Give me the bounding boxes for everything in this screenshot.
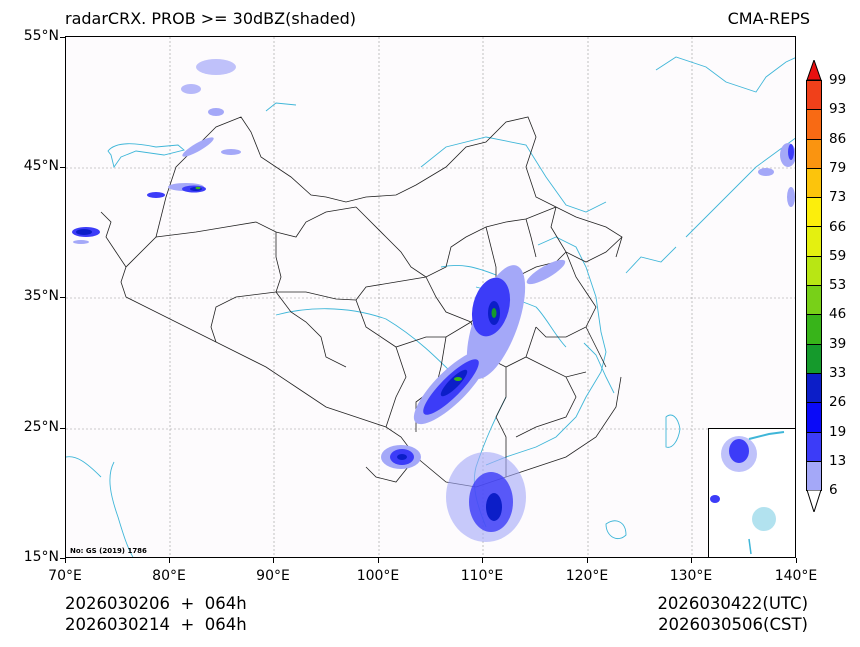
colorbar-segment [806,109,822,139]
colorbar-segment [806,314,822,344]
chart-title: radarCRX. PROB >= 30dBZ(shaded) [65,9,357,28]
y-tick-mark [60,37,65,38]
y-tick-label: 55°N [23,28,59,44]
colorbar-segment [806,372,822,403]
colorbar-tick-label: 46 [829,306,847,323]
x-tick-mark [378,558,379,563]
y-tick-label: 45°N [23,158,59,174]
colorbar-top-arrow [806,60,822,80]
colorbar-segment [806,226,822,256]
x-tick-mark [65,558,66,563]
colorbar-segment [806,460,822,492]
colorbar-tick-label: 86 [829,130,847,147]
map-canvas [66,37,795,557]
y-tick-label: 35°N [23,288,59,304]
model-name: CMA-REPS [727,9,810,28]
y-tick-label: 15°N [23,549,59,565]
x-tick-label: 100°E [356,568,400,584]
colorbar-tick-label: 19 [829,423,847,440]
colorbar-tick-label: 59 [829,247,847,264]
colorbar-segment [806,402,822,432]
init-time-block: 2026030206 + 064h 2026030214 + 064h [65,593,247,635]
colorbar-segment [806,285,822,315]
south-china-sea-inset [708,428,795,557]
map-plot-area: No: GS (2019) 1786 [65,36,796,558]
map-approval-number: No: GS (2019) 1786 [70,547,147,555]
valid-utc: 2026030422(UTC) [657,594,808,613]
x-tick-label: 130°E [669,568,713,584]
x-tick-label: 90°E [256,568,290,584]
colorbar-tick-label: 6 [829,482,838,499]
y-tick-mark [60,428,65,429]
colorbar-segment [806,197,822,227]
colorbar-segment [806,80,822,110]
x-tick-mark [796,558,797,563]
y-tick-mark [60,297,65,298]
colorbar-tick-label: 33 [829,365,847,381]
colorbar-segment [806,138,822,168]
colorbar-tick-label: 66 [829,218,847,235]
colorbar-bottom-arrow [806,490,822,513]
x-tick-mark [273,558,274,563]
x-tick-mark [169,558,170,563]
colorbar-tick-label: 39 [829,335,847,352]
colorbar-segment [806,431,822,461]
colorbar-tick-label: 13 [829,452,847,469]
x-tick-mark [587,558,588,563]
x-tick-label: 140°E [774,568,818,584]
coastlines [66,56,795,557]
valid-time-block: 2026030422(UTC) 2026030506(CST) [657,593,808,635]
y-tick-label: 25°N [23,419,59,435]
y-tick-mark [60,558,65,559]
graticule [66,37,795,557]
colorbar-tick-label: 93 [829,101,847,118]
init-utc: 2026030206 + 064h [65,594,247,613]
colorbar [806,60,822,513]
x-tick-label: 70°E [48,568,82,584]
colorbar-segment [806,255,822,286]
init-cst: 2026030214 + 064h [65,615,247,634]
colorbar-tick-label: 26 [829,394,847,411]
x-tick-label: 80°E [152,568,186,584]
x-tick-mark [691,558,692,563]
colorbar-tick-label: 99 [829,72,847,88]
colorbar-segment [806,343,822,373]
x-tick-label: 120°E [565,568,609,584]
colorbar-tick-label: 79 [829,159,847,176]
admin-borders [100,116,623,488]
colorbar-tick-label: 73 [829,189,847,206]
y-tick-mark [60,167,65,168]
x-tick-label: 110°E [460,568,504,584]
x-tick-mark [482,558,483,563]
colorbar-segment [806,167,822,198]
colorbar-tick-label: 53 [829,277,847,294]
radar-probability-shading [72,59,795,542]
valid-cst: 2026030506(CST) [658,615,808,634]
